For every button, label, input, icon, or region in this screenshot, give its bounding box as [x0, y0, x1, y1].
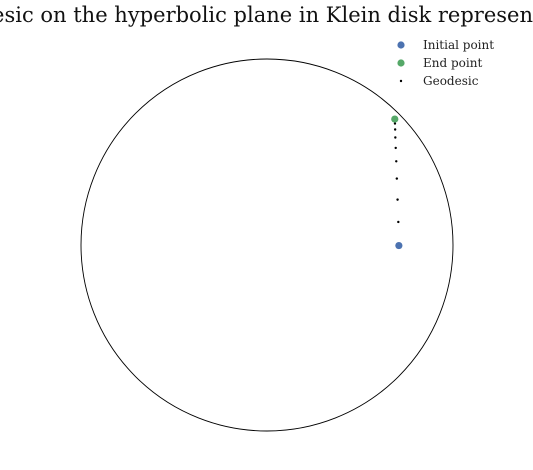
plot-area — [80, 58, 454, 432]
disk-boundary — [80, 58, 454, 432]
legend-label-geodesic: Geodesic — [423, 74, 479, 88]
legend-marker-initial-point — [397, 41, 405, 49]
legend-marker-geodesic — [399, 79, 403, 83]
chart-title: Geodesic on the hyperbolic plane in Klei… — [0, 3, 533, 27]
end-point-point-0 — [391, 115, 399, 123]
geodesic-point-2 — [395, 177, 399, 180]
geodesic-point-4 — [394, 146, 397, 150]
legend-label-initial-point: Initial point — [423, 38, 494, 52]
geodesic-point-7 — [393, 122, 397, 125]
legend-item-end-point: End point — [397, 56, 482, 70]
geodesic-point-0 — [397, 220, 400, 224]
legend-label-end-point: End point — [423, 56, 482, 70]
legend: Initial point End point Geodesic — [397, 38, 494, 88]
geodesic-point-5 — [394, 136, 397, 139]
geodesic-point-6 — [393, 128, 397, 131]
endpoint-markers — [391, 115, 403, 250]
geodesic-point-1 — [396, 198, 399, 201]
initial-point-point-0 — [395, 241, 403, 250]
geodesic-point-3 — [395, 160, 398, 163]
legend-marker-end-point — [397, 59, 405, 67]
legend-item-geodesic: Geodesic — [399, 74, 479, 88]
geodesic-points — [393, 122, 400, 224]
legend-item-initial-point: Initial point — [397, 38, 494, 52]
